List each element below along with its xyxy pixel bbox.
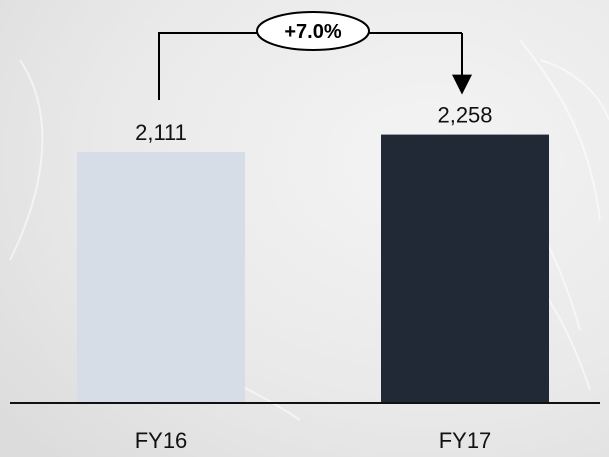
growth-badge <box>256 11 370 51</box>
tick-label-fy17: FY17 <box>439 428 492 453</box>
x-tick-labels: FY16 FY17 <box>135 428 492 453</box>
bars-group <box>77 134 549 402</box>
value-label-fy16: 2,111 <box>135 120 187 145</box>
growth-label: +7.0% <box>284 21 341 43</box>
tick-label-fy16: FY16 <box>135 428 188 453</box>
value-labels-group: 2,111 2,258 <box>135 103 492 145</box>
bar-fy17 <box>381 134 549 402</box>
value-label-fy17: 2,258 <box>437 103 492 128</box>
growth-annotation: +7.0% <box>158 11 472 100</box>
bar-fy16 <box>77 151 245 402</box>
growth-connector-line <box>158 32 462 100</box>
